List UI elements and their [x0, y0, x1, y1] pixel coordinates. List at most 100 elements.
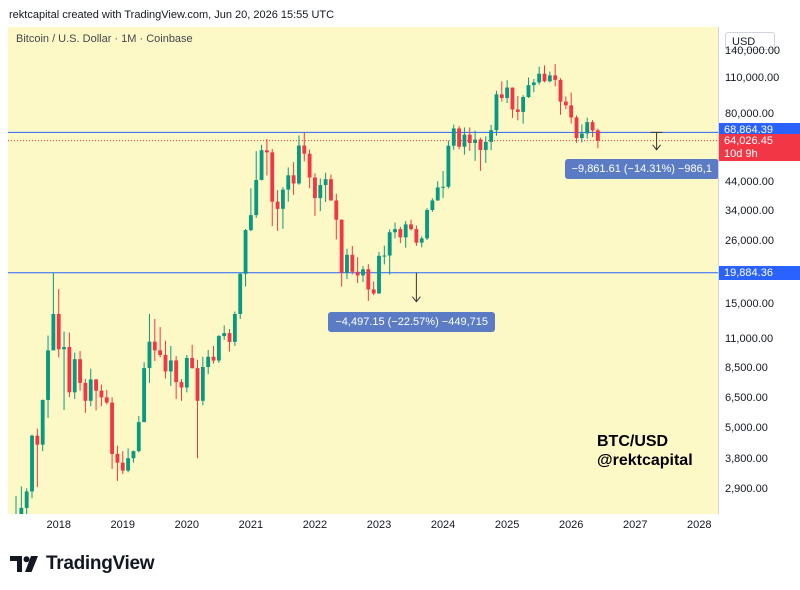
candle-body: [174, 360, 179, 383]
price-tick-label: 5,000.00: [725, 421, 768, 434]
candle-body: [382, 255, 387, 257]
candle-body: [419, 238, 424, 243]
candle-body: [425, 209, 429, 239]
candle-body: [195, 368, 200, 401]
candle-body: [302, 145, 307, 154]
chart-watermark: BTC/USD @rektcapital: [597, 432, 693, 470]
time-tick-label: 2025: [494, 519, 520, 531]
candle-body: [414, 229, 419, 243]
candle-body: [585, 122, 590, 134]
chart-author-header: rektcapital created with TradingView.com…: [9, 9, 335, 21]
candle-body: [88, 379, 93, 401]
tradingview-logo[interactable]: TradingView: [10, 553, 155, 575]
candle-body: [104, 397, 109, 403]
candle-body: [248, 215, 253, 231]
watermark-author: @rektcapital: [597, 452, 693, 469]
candle-body: [163, 354, 168, 372]
price-axis[interactable]: USD 140,000.00 110,000.00 80,000.00 44,000.…: [718, 27, 800, 514]
measure-label-2022[interactable]: −4,497.15 (−22.57%) −449,715: [328, 311, 495, 332]
candle-body: [56, 313, 61, 350]
price-tick-label: 11,000.00: [725, 332, 774, 345]
candle-body: [35, 435, 40, 445]
watermark-symbol: BTC/USD: [597, 433, 669, 450]
candle-body: [377, 255, 381, 294]
candle-body: [361, 269, 365, 276]
candle-body: [441, 186, 445, 188]
candle-body: [190, 357, 195, 369]
candle-body: [478, 139, 483, 150]
candle-body: [227, 333, 232, 342]
candle-body: [211, 356, 216, 361]
candle-body: [179, 382, 184, 388]
candle-body: [366, 269, 371, 290]
candle-body: [473, 139, 478, 143]
candle-body: [275, 201, 280, 209]
candle-body: [537, 73, 542, 83]
candle-body: [371, 289, 376, 294]
time-tick-label: 2026: [558, 519, 584, 531]
candle-body: [78, 359, 82, 383]
candle-body: [30, 435, 34, 492]
candle-body: [206, 356, 211, 368]
candle-body: [334, 200, 339, 220]
price-tick-label: 3,800.00: [725, 452, 768, 465]
candle-body: [595, 130, 600, 141]
candle-body: [264, 150, 269, 153]
current-price-label: 64,026.45: [719, 133, 800, 148]
candle-body: [158, 350, 163, 355]
candle-body: [505, 87, 510, 98]
time-tick-label: 2020: [174, 519, 200, 531]
candle-body: [558, 79, 563, 102]
candle-body: [222, 333, 227, 337]
price-tick-label: 8,500.00: [725, 361, 768, 374]
candle-body: [19, 507, 24, 514]
candle-body: [94, 379, 98, 391]
candle-body: [280, 189, 285, 209]
price-tick-label: 15,000.00: [725, 297, 774, 310]
candle-body: [318, 185, 323, 199]
candle-body: [200, 367, 205, 401]
time-tick-label: 2023: [366, 519, 392, 531]
time-tick-label: 2019: [110, 519, 136, 531]
candle-body: [232, 313, 237, 342]
currency-selector[interactable]: USD: [725, 32, 775, 50]
candle-body: [115, 453, 120, 463]
candle-body: [238, 273, 243, 314]
candle-body: [398, 229, 403, 238]
chart-pane[interactable]: Bitcoin / U.S. Dollar · 1M · Coinbase −4…: [8, 27, 718, 514]
symbol-description[interactable]: Bitcoin / U.S. Dollar · 1M · Coinbase: [16, 33, 193, 45]
candle-body: [350, 254, 355, 272]
candle-body: [24, 491, 29, 508]
tradingview-logo-icon: [10, 556, 38, 572]
candle-body: [579, 133, 584, 139]
candle-body: [67, 347, 72, 393]
price-tick-label: 26,000.00: [725, 235, 774, 248]
candle-body: [553, 75, 558, 80]
candle-body: [542, 73, 547, 82]
candle-body: [286, 175, 291, 190]
candle-body: [51, 313, 56, 351]
candle-body: [489, 130, 494, 142]
candle-body: [457, 128, 462, 147]
price-tick-label: 6,500.00: [725, 392, 768, 405]
candle-body: [435, 187, 440, 201]
time-tick-label: 2022: [302, 519, 328, 531]
candle-body: [563, 101, 568, 106]
time-tick-label: 2027: [622, 519, 648, 531]
bar-countdown-label: 10d 9h: [719, 146, 800, 161]
candle-body: [510, 87, 515, 110]
measure-label-2026[interactable]: −9,861.61 (−14.31%) −986,1: [564, 158, 718, 179]
candle-body: [339, 219, 344, 273]
candle-body: [462, 134, 467, 147]
candle-body: [120, 462, 125, 471]
candle-body: [313, 177, 317, 199]
candle-body: [131, 451, 136, 459]
candle-body: [451, 128, 456, 146]
candle-body: [259, 150, 264, 180]
candle-body: [136, 422, 141, 452]
candle-body: [345, 254, 349, 273]
candle-body: [270, 152, 275, 202]
candle-body: [521, 96, 526, 112]
candle-body: [494, 94, 499, 131]
time-tick-label: 2018: [46, 519, 71, 531]
